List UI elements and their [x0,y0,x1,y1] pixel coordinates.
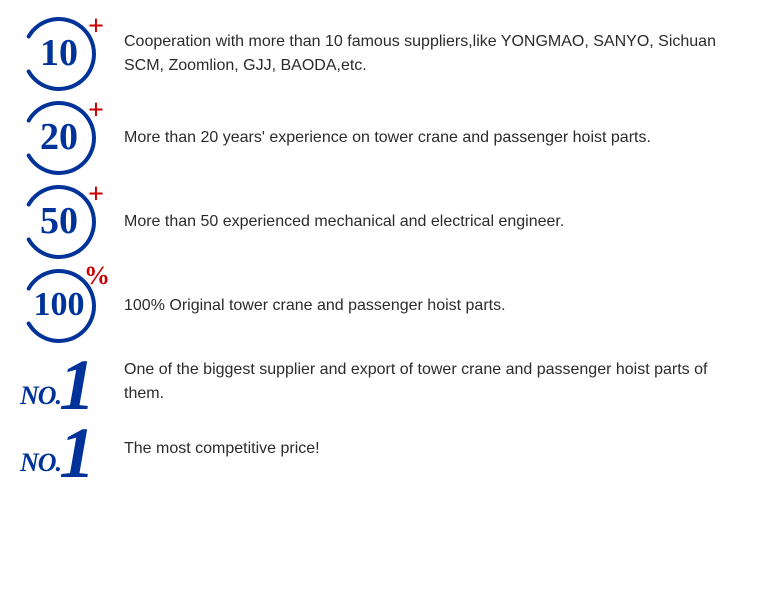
feature-row: 20+ More than 20 years' experience on tow… [20,99,740,177]
badge-circle-wrap: 10+ [20,15,120,93]
no1-badge: NO.1 [20,351,120,413]
badge-number: 20 [40,115,78,159]
badge-number: 100 [34,286,85,324]
feature-description: More than 20 years' experience on tower … [120,126,740,150]
badge-circle: 50+ [20,183,98,261]
feature-row: 100% 100% Original tower crane and passen… [20,267,740,345]
no-prefix: NO. [20,383,61,409]
badge-circle-wrap: 20+ [20,99,120,177]
no-number: 1 [59,425,95,483]
badge-circle: 10+ [20,15,98,93]
feature-description: 100% Original tower crane and passenger … [120,294,740,318]
badge-superscript: + [88,179,104,211]
badge-superscript: + [88,95,104,127]
badge-superscript: + [88,11,104,43]
no-number: 1 [59,357,95,415]
feature-description: Cooperation with more than 10 famous sup… [120,30,740,78]
badge-circle: 100% [20,267,98,345]
feature-row: 10+ Cooperation with more than 10 famous … [20,15,740,93]
feature-description: More than 50 experienced mechanical and … [120,210,740,234]
no-prefix: NO. [20,450,61,476]
badge-superscript: % [84,261,110,291]
feature-row: NO.1The most competitive price! [20,419,740,481]
feature-row: 50+ More than 50 experienced mechanical a… [20,183,740,261]
badge-circle: 20+ [20,99,98,177]
feature-description: One of the biggest supplier and export o… [120,358,740,406]
badge-number: 50 [40,199,78,243]
feature-description: The most competitive price! [120,437,740,461]
badge-circle-wrap: 100% [20,267,120,345]
no1-badge: NO.1 [20,419,120,481]
badge-number: 10 [40,31,78,75]
badge-circle-wrap: 50+ [20,183,120,261]
feature-row: NO.1One of the biggest supplier and expo… [20,351,740,413]
